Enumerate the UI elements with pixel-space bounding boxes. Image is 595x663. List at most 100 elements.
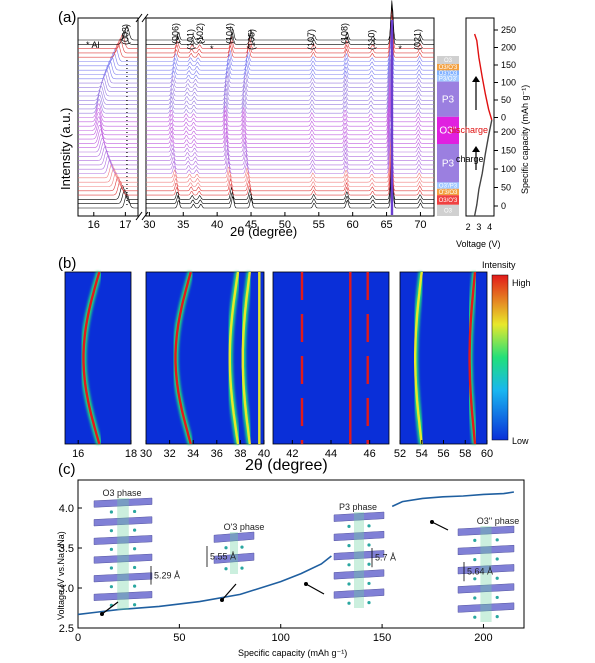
voltage-curve-segment bbox=[77, 555, 332, 616]
heatmap-tick-label: 58 bbox=[459, 448, 471, 460]
phase-segment bbox=[437, 116, 459, 144]
x-tick-label: 17 bbox=[119, 219, 131, 231]
capacity-tick-label: 50 bbox=[501, 183, 511, 193]
heatmap-tick-label: 16 bbox=[72, 448, 84, 460]
axis-break bbox=[141, 211, 149, 221]
octahedra-layer bbox=[93, 572, 153, 583]
pointer-arrowhead bbox=[304, 582, 308, 586]
phase-label: O3'/O3 bbox=[439, 71, 458, 77]
na-ion bbox=[347, 524, 351, 529]
x-tick-label: 55 bbox=[313, 219, 325, 231]
octahedra-layer bbox=[93, 497, 153, 508]
xrd-trace-left bbox=[78, 193, 138, 209]
phase-column: O3O3/O'3O3'/O3P3/O3'P3O3''P3O3'/P3O'3/O3… bbox=[437, 56, 459, 216]
capacity-tick-label: 100 bbox=[501, 164, 516, 174]
x-tick-label: 65 bbox=[380, 219, 392, 231]
na-ion bbox=[109, 547, 113, 551]
heatmap-tick-label: 46 bbox=[364, 448, 376, 460]
capacity-axis-label: Specific capacity (mAh g⁻¹) bbox=[520, 85, 530, 194]
xrd-trace-left bbox=[78, 120, 138, 136]
phase-segment bbox=[437, 144, 459, 183]
heatmap-tick-label: 60 bbox=[481, 448, 493, 460]
xrd-trace-left bbox=[78, 34, 138, 49]
heatmap-ridge bbox=[174, 271, 192, 445]
xrd-trace-right bbox=[146, 26, 434, 67]
panel-c-x-label: Specific capacity (mAh g⁻¹) bbox=[238, 648, 347, 658]
xrd-trace-left bbox=[78, 167, 138, 183]
xrd-trace-right bbox=[146, 57, 434, 97]
heatmap-ridge bbox=[228, 271, 240, 445]
al-peak-band bbox=[390, 20, 394, 215]
xrd-trace-left bbox=[78, 154, 138, 170]
octahedra-layer bbox=[457, 602, 515, 613]
peak-label: (108) bbox=[339, 23, 349, 44]
xrd-trace-right bbox=[146, 168, 434, 209]
panel-a-y-label: Intensity (a.u.) bbox=[58, 108, 73, 190]
na-ion bbox=[495, 595, 499, 600]
peak-label: (102) bbox=[195, 23, 205, 44]
xrd-trace-left bbox=[78, 185, 138, 200]
panel-c-y-label: Voltage (V vs.Na⁺/Na) bbox=[56, 531, 66, 620]
na-ion bbox=[109, 585, 113, 589]
na-ion bbox=[473, 558, 477, 562]
panel-a-frame-left bbox=[77, 17, 139, 217]
phase-segment bbox=[437, 75, 459, 82]
heatmap-tick-label: 36 bbox=[211, 448, 223, 460]
heatmap-tick-label: 54 bbox=[416, 448, 428, 460]
capacity-tick-label: 0 bbox=[501, 113, 506, 123]
xrd-trace-left bbox=[78, 107, 138, 123]
xrd-trace-left bbox=[78, 142, 138, 157]
c-y-tick-label: 3.5 bbox=[59, 543, 74, 555]
na-ion bbox=[473, 596, 477, 600]
na-ion bbox=[109, 529, 113, 533]
c-y-tick-label: 2.5 bbox=[59, 623, 74, 635]
octahedra-layer bbox=[333, 588, 385, 599]
phase-label: O3'/P3 bbox=[439, 184, 458, 190]
phase-segment bbox=[437, 70, 459, 76]
xrd-trace-left bbox=[78, 25, 138, 41]
capacity-tick-label: 50 bbox=[501, 95, 511, 105]
xrd-trace-right bbox=[146, 157, 434, 196]
na-ion bbox=[473, 538, 477, 543]
na-ion bbox=[367, 543, 371, 547]
xrd-trace-right bbox=[146, 103, 434, 144]
octahedra-layer bbox=[333, 530, 385, 542]
na-ion bbox=[367, 581, 371, 586]
phase-segment bbox=[437, 195, 459, 205]
phase-label: O3/O'3 bbox=[439, 65, 458, 71]
peak-label: (021) bbox=[412, 29, 422, 50]
xrd-trace-right bbox=[146, 81, 434, 123]
xrd-trace-right bbox=[146, 108, 434, 149]
charge-label: charge bbox=[456, 154, 484, 164]
x-tick-label: 35 bbox=[177, 219, 189, 231]
xrd-trace-right bbox=[146, 133, 434, 174]
xrd-trace-right bbox=[146, 34, 434, 75]
xrd-trace-left bbox=[78, 159, 138, 174]
heatmap-tick-label: 44 bbox=[325, 448, 337, 460]
xrd-trace-left bbox=[78, 137, 138, 153]
xrd-trace-right bbox=[146, 23, 434, 62]
pointer-arrow bbox=[221, 583, 237, 601]
xrd-trace-left bbox=[78, 171, 138, 187]
na-ion bbox=[109, 510, 113, 514]
xrd-trace-right bbox=[146, 20, 434, 58]
al-peak-marker: * bbox=[210, 44, 214, 54]
discharge-label: discharge bbox=[449, 125, 488, 135]
crystal-structures: O3 phase 5.29 Å O'3 phase 5.55 Å P3 phase 5.7… bbox=[93, 488, 519, 622]
xrd-trace-left bbox=[78, 103, 138, 118]
colorbar bbox=[491, 274, 509, 441]
xrd-trace-right bbox=[146, 142, 434, 183]
peak-label: (110) bbox=[366, 30, 376, 50]
capacity-tick-label: 150 bbox=[501, 60, 516, 70]
capacity-tick-label: 250 bbox=[501, 25, 516, 35]
xrd-trace-right bbox=[146, 99, 434, 140]
peak-label: (105) bbox=[246, 29, 256, 50]
xrd-trace-left bbox=[78, 47, 138, 62]
phase-name: O'3 phase bbox=[224, 522, 265, 532]
phase-label: O3/O'3 bbox=[439, 198, 458, 204]
panel-b-tag: (b) bbox=[58, 255, 76, 272]
na-ion bbox=[473, 577, 477, 581]
c-x-tick-label: 100 bbox=[272, 632, 290, 644]
unit-cell-band bbox=[117, 498, 129, 610]
xrd-trace-right bbox=[146, 30, 434, 71]
